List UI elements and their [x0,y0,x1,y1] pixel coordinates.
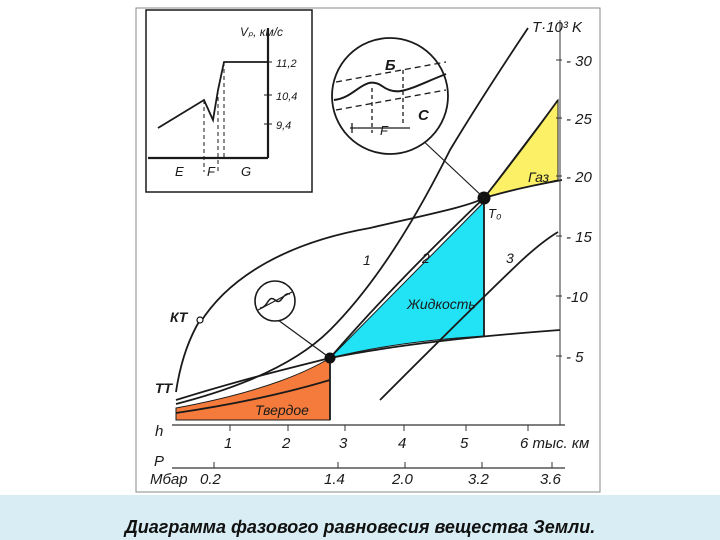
zoom-label-f: F [380,123,389,138]
t-tick-label: - 25 [566,111,593,128]
big-zoom-content [333,61,447,133]
melting-curve-1 [175,27,529,405]
t-tick-label: - 30 [566,53,593,70]
inset-y-tick: 11,2 [276,58,297,70]
h-tick-label: 2 [281,435,291,452]
big-zoom-leader [417,135,485,199]
inset-y-tick: 9,4 [276,120,291,132]
t-tick-label: - 15 [566,229,593,246]
kt-label: КТ [170,309,189,325]
t-tick-label: - 5 [566,349,584,366]
evaporation-curve [199,179,563,324]
inset-x-label-f: F [207,164,216,179]
inset-x-label-g: G [241,164,251,179]
inset-plot [148,28,272,172]
curve-label-1: 1 [363,252,371,268]
p-tick-label: 3.2 [468,471,490,488]
big-zoom-circle [331,37,449,155]
p-tick-label: 3.6 [540,471,562,488]
t-axis-title: T·10³ K [532,19,583,36]
h-tick-label: 4 [398,435,406,452]
gas-label: Газ [528,169,550,185]
tt-label: ТТ [155,380,174,396]
caption-bar [0,495,720,540]
zoom-label-b: Б [385,57,396,74]
h-axis-label: h [155,423,163,440]
liquid-region [328,200,485,359]
p-tick-label: 1.4 [324,471,345,488]
solid-label: Твердое [255,402,309,418]
curve-label-3: 3 [506,250,514,266]
small-zoom-line [257,291,293,311]
diagram-frame [135,7,601,493]
p-axis-label: P [154,453,164,470]
inset-box [145,9,313,193]
critical-point-marker [196,316,204,324]
h-tick-label: 1 [224,435,232,452]
curve-3 [379,231,559,401]
zoom-label-c: C [418,107,430,124]
h-tick-label: 3 [339,435,348,452]
inset-x-label-e: E [175,164,184,179]
t0-label: T₀ [488,206,502,221]
p-tick-label: 0.2 [200,471,222,488]
liquid-label: Жидкость [406,296,476,312]
t-tick-label: - 20 [566,169,593,186]
inset-y-tick: 10,4 [276,91,297,103]
adiabat-upper [175,329,561,401]
curve-label-2: 2 [421,250,430,266]
p-unit-label: Мбар [150,471,188,488]
inset-y-label: Vₚ, км/с [240,25,283,39]
melting-curve-2 [329,99,559,359]
p-tick-label: 2.0 [391,471,414,488]
solid-lower-curve [175,379,331,414]
phase-diagram: T·10³ K - 30 - 25 - 20 - 15 -10 - 5 h 1 … [135,7,601,493]
h-tick-label: 5 [460,435,469,452]
caption: Диаграмма фазового равновесия вещества З… [124,517,596,537]
small-zoom-leader [277,319,331,359]
kt-tt-curve [175,319,201,393]
h-unit-label: 6 тыс. км [520,435,589,452]
t-tick-label: -10 [566,289,588,306]
